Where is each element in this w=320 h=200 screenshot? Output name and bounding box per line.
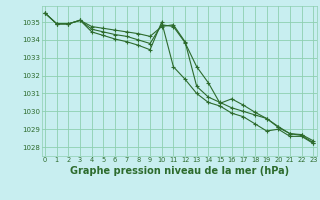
X-axis label: Graphe pression niveau de la mer (hPa): Graphe pression niveau de la mer (hPa): [70, 166, 289, 176]
